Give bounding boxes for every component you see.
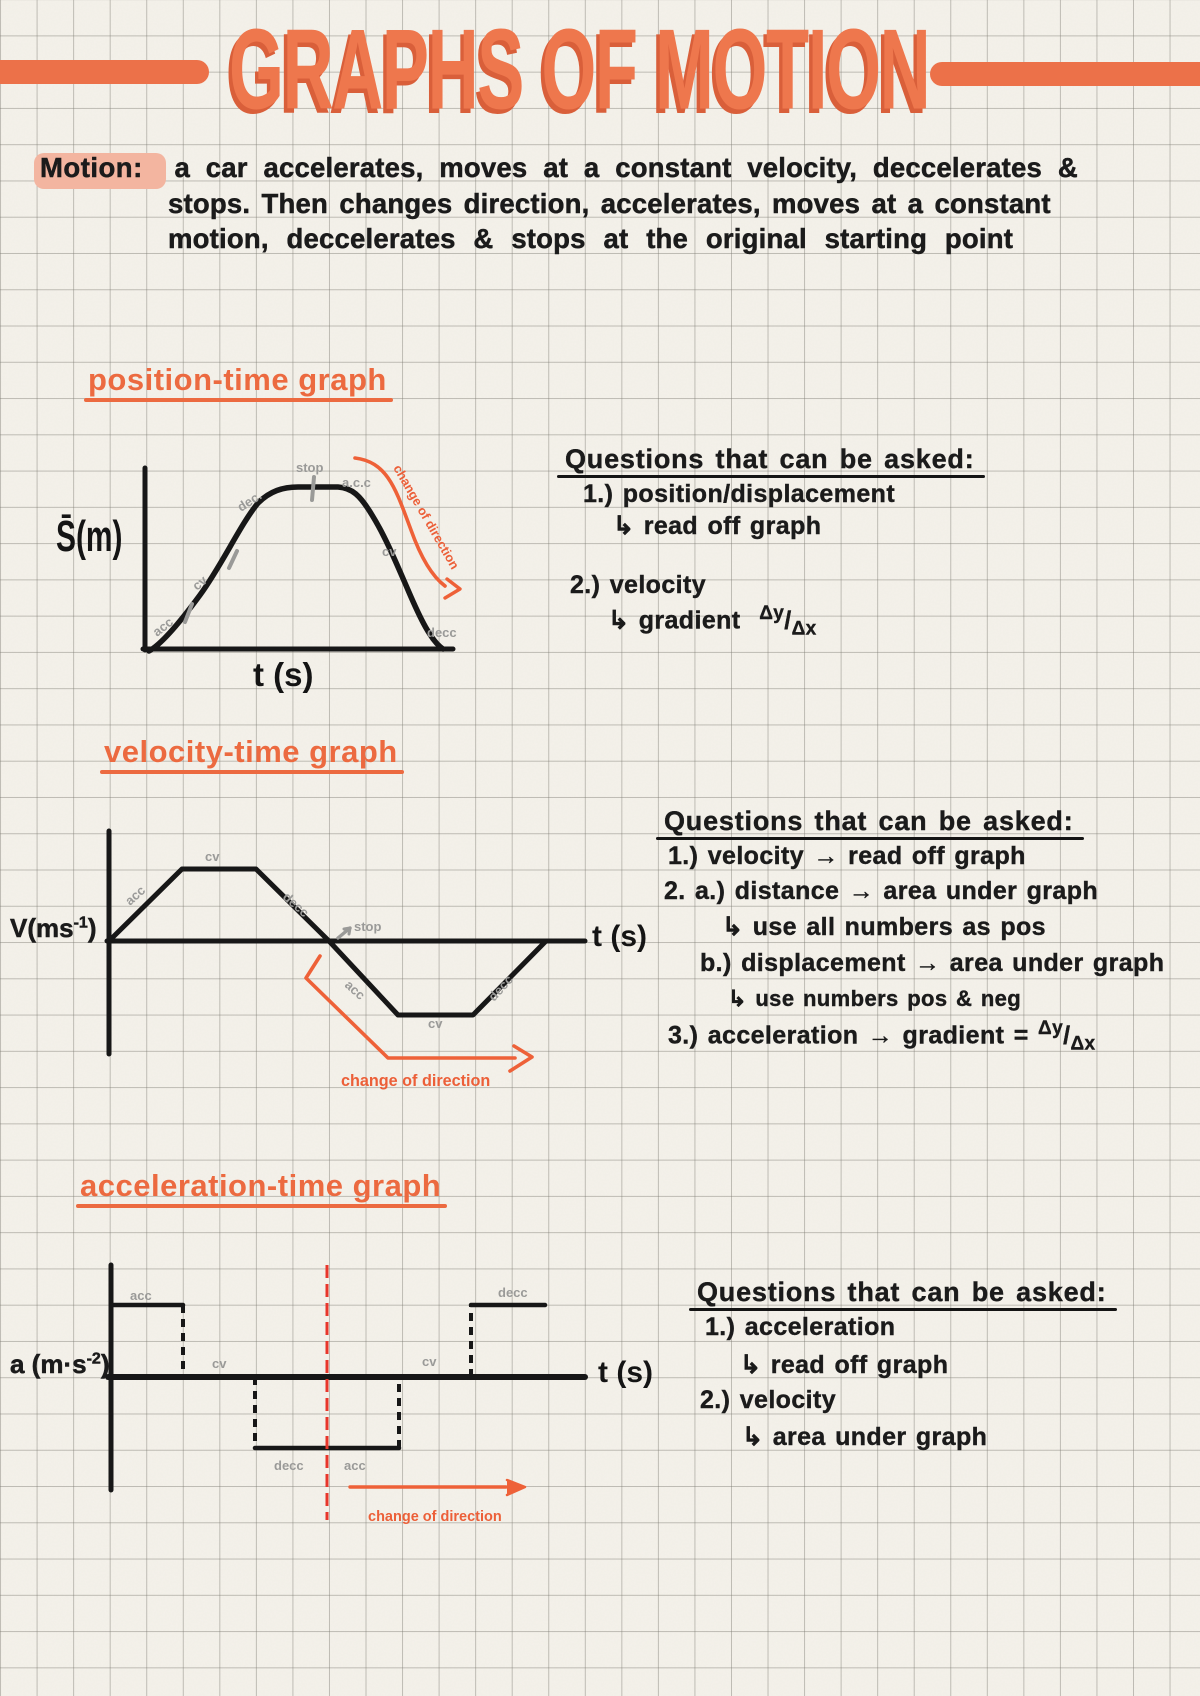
svg-text:S̄(m): S̄(m) <box>56 511 122 560</box>
svg-text:a.c.c: a.c.c <box>342 475 371 490</box>
svg-text:t (s): t (s) <box>592 920 647 953</box>
svg-text:cv: cv <box>422 1354 437 1369</box>
svg-text:decc: decc <box>274 1458 304 1473</box>
svg-text:stop: stop <box>296 460 324 475</box>
svg-text:acc: acc <box>150 614 176 639</box>
svg-text:cv: cv <box>382 544 397 559</box>
svg-text:acc: acc <box>344 1458 366 1473</box>
svg-text:change of direction: change of direction <box>341 1072 490 1090</box>
svg-text:decc: decc <box>427 625 457 640</box>
svg-text:t (s): t (s) <box>253 656 314 693</box>
svg-text:decc: decc <box>280 889 312 920</box>
svg-text:cv: cv <box>205 849 220 864</box>
svg-text:cv: cv <box>212 1356 227 1371</box>
svg-text:acc: acc <box>130 1288 152 1303</box>
svg-text:t (s): t (s) <box>598 1356 653 1389</box>
svg-text:decc: decc <box>498 1285 528 1300</box>
svg-text:cv: cv <box>189 572 210 593</box>
svg-text:stop: stop <box>354 919 382 934</box>
svg-text:cv: cv <box>428 1016 443 1031</box>
svg-text:change of direction: change of direction <box>368 1509 502 1525</box>
svg-text:change of direction: change of direction <box>390 462 462 572</box>
